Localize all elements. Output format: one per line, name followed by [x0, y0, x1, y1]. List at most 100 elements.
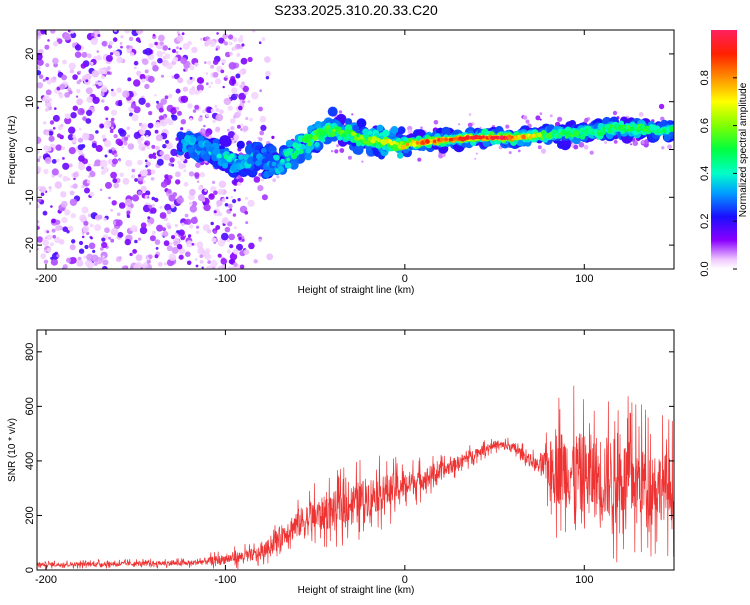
noise-blob: [131, 114, 139, 122]
noise-blob: [113, 182, 120, 189]
noise-blob: [232, 248, 239, 255]
noise-blob: [164, 95, 169, 100]
noise-blob: [192, 109, 197, 113]
ridge-blob: [273, 154, 280, 161]
noise-blob: [225, 196, 229, 200]
noise-blob: [50, 205, 53, 208]
ridge-blob: [297, 143, 302, 148]
noise-blob: [94, 224, 102, 232]
noise-blob: [62, 226, 68, 232]
noise-blob: [166, 62, 173, 70]
noise-blob: [45, 101, 52, 108]
noise-blob: [146, 146, 150, 150]
noise-blob: [212, 180, 216, 184]
noise-blob: [165, 139, 169, 144]
noise-blob: [124, 238, 131, 246]
snr-x-tick-label: -100: [214, 574, 236, 586]
noise-blob: [108, 149, 113, 154]
ridge-blob: [289, 148, 294, 153]
noise-blob: [241, 238, 245, 242]
noise-blob: [146, 257, 150, 261]
noise-blob: [110, 109, 118, 116]
noise-blob: [95, 130, 99, 134]
noise-blob: [147, 196, 150, 199]
noise-blob: [210, 64, 215, 69]
noise-blob: [175, 106, 180, 111]
noise-blob: [202, 109, 207, 114]
noise-blob: [70, 30, 75, 34]
noise-blob: [261, 37, 266, 42]
noise-blob: [261, 178, 264, 182]
noise-blob: [248, 242, 255, 250]
noise-blob: [260, 124, 267, 131]
noise-blob: [188, 88, 196, 95]
noise-blob: [243, 249, 250, 255]
noise-blob: [106, 71, 111, 75]
noise-blob: [224, 226, 231, 233]
noise-blob: [213, 190, 218, 196]
ridge-blob: [362, 128, 370, 136]
noise-blob: [174, 232, 178, 237]
snr-x-tick-label: -200: [35, 574, 57, 586]
noise-blob: [245, 116, 249, 121]
noise-blob: [215, 113, 224, 122]
snr-y-tick-label: 600: [24, 397, 36, 415]
noise-blob: [163, 262, 168, 266]
halo-blob: [339, 148, 345, 153]
noise-blob: [171, 235, 176, 240]
noise-blob: [104, 106, 109, 111]
ridge-blob: [561, 130, 567, 135]
noise-blob: [167, 189, 172, 194]
noise-blob: [227, 221, 233, 227]
noise-blob: [118, 159, 122, 162]
noise-blob: [205, 113, 210, 118]
noise-blob: [222, 33, 228, 39]
noise-blob: [136, 70, 142, 76]
noise-blob: [122, 178, 130, 185]
noise-blob: [233, 134, 239, 140]
ridge-blob: [202, 153, 211, 161]
snr-frame: [36, 329, 675, 571]
noise-blob: [72, 74, 78, 80]
noise-blob: [229, 244, 234, 249]
noise-blob: [144, 47, 153, 56]
ridge-blob: [529, 135, 533, 139]
noise-blob: [99, 188, 103, 192]
snr-y-tick-label: 400: [24, 452, 36, 470]
noise-blob: [258, 238, 262, 242]
noise-blob: [128, 36, 134, 42]
noise-blob: [221, 198, 226, 203]
noise-blob: [47, 39, 50, 42]
ridge-blob: [439, 137, 444, 142]
noise-blob: [219, 109, 224, 114]
noise-blob: [91, 70, 100, 78]
noise-blob: [146, 259, 151, 264]
noise-blob: [190, 216, 198, 225]
noise-blob: [240, 57, 248, 65]
noise-blob: [259, 115, 267, 123]
noise-blob: [49, 189, 52, 192]
noise-blob: [37, 158, 41, 162]
halo-blob: [557, 116, 563, 122]
noise-blob: [91, 142, 97, 149]
spectrogram-y-tick-label: 20: [24, 48, 36, 60]
noise-blob: [145, 102, 151, 108]
noise-blob: [101, 40, 108, 47]
noise-blob: [42, 210, 48, 216]
ridge-blob: [396, 152, 404, 159]
noise-blob: [45, 150, 49, 154]
noise-blob: [189, 224, 194, 229]
noise-blob: [43, 168, 49, 175]
ridge-blob: [630, 126, 635, 132]
noise-blob: [100, 160, 104, 164]
noise-blob: [189, 64, 193, 67]
noise-blob: [204, 253, 212, 261]
noise-blob: [62, 162, 70, 170]
noise-blob: [76, 88, 81, 94]
noise-blob: [61, 200, 68, 208]
noise-blob: [43, 249, 47, 253]
noise-blob: [38, 155, 42, 159]
noise-blob: [171, 114, 175, 118]
noise-blob: [148, 153, 154, 159]
noise-blob: [233, 262, 238, 268]
